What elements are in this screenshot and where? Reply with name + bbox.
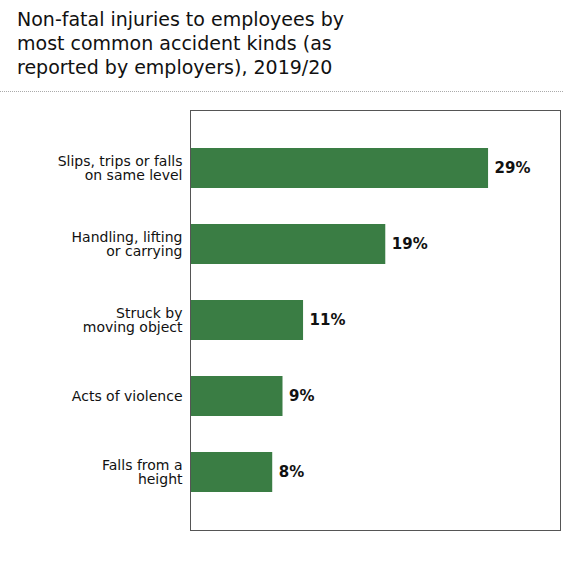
svg-text:Struck bymoving object: Struck bymoving object <box>83 305 183 335</box>
svg-text:Slips, trips or fallson same l: Slips, trips or fallson same level <box>58 153 183 183</box>
svg-text:19%: 19% <box>392 236 428 254</box>
svg-text:Handling, liftingor carrying: Handling, liftingor carrying <box>72 229 183 259</box>
svg-text:8%: 8% <box>279 464 304 482</box>
svg-text:29%: 29% <box>495 160 531 178</box>
svg-text:Falls from aheight: Falls from aheight <box>102 457 183 487</box>
svg-text:11%: 11% <box>310 312 346 330</box>
svg-text:Acts of violence: Acts of violence <box>72 388 183 404</box>
html-text:Non-fatal injuries to employee: Non-fatal injuries to employees by most … <box>17 8 344 78</box>
svg-text:9%: 9% <box>289 388 314 406</box>
